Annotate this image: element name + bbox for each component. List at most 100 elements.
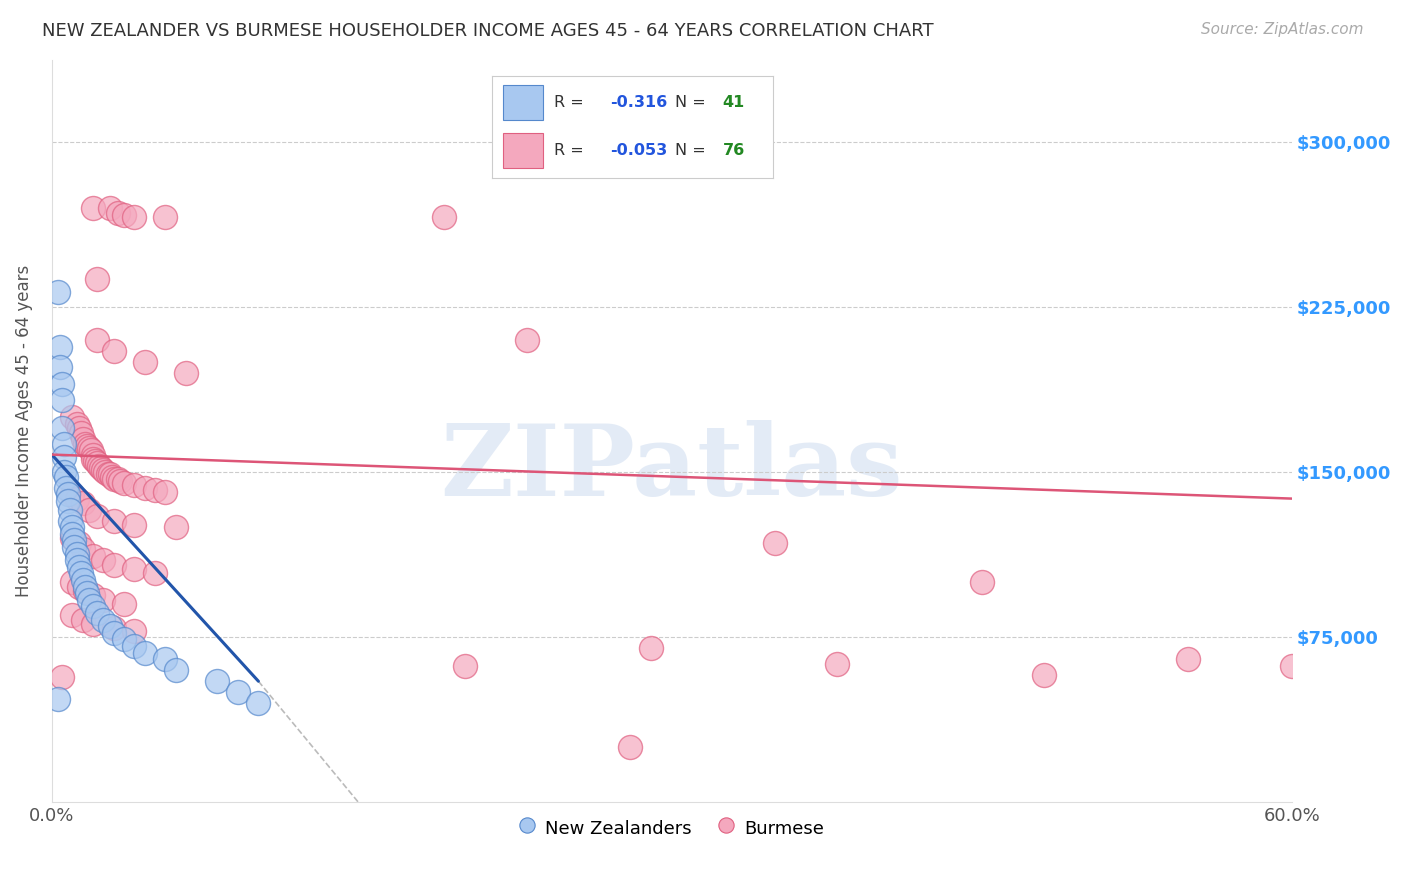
- Point: [93, 553, 115, 567]
- Point: [825, 657, 848, 671]
- Text: ZIPatlas: ZIPatlas: [440, 419, 903, 516]
- Point: [93, 613, 115, 627]
- Point: [55, 481, 77, 495]
- Point: [53, 465, 76, 479]
- Point: [53, 436, 76, 450]
- Text: Source: ZipAtlas.com: Source: ZipAtlas.com: [1201, 22, 1364, 37]
- Point: [82, 589, 104, 603]
- Point: [51, 421, 73, 435]
- Point: [165, 520, 187, 534]
- Point: [98, 467, 121, 482]
- Point: [143, 566, 166, 581]
- Point: [77, 441, 100, 455]
- Point: [247, 696, 270, 710]
- Point: [67, 559, 90, 574]
- Point: [69, 566, 91, 581]
- Point: [62, 608, 84, 623]
- Point: [63, 540, 86, 554]
- Point: [80, 443, 103, 458]
- Point: [1032, 667, 1054, 681]
- Point: [58, 493, 80, 508]
- Point: [124, 624, 146, 638]
- Point: [72, 496, 94, 510]
- Point: [73, 584, 96, 599]
- Point: [93, 463, 115, 477]
- Text: 76: 76: [723, 144, 745, 158]
- Point: [72, 573, 94, 587]
- Point: [82, 549, 104, 563]
- Point: [46, 285, 69, 299]
- Point: [76, 586, 98, 600]
- Point: [619, 740, 641, 755]
- Point: [100, 469, 122, 483]
- Point: [51, 377, 73, 392]
- Point: [58, 487, 80, 501]
- Point: [640, 641, 662, 656]
- Text: N =: N =: [675, 144, 711, 158]
- Text: -0.053: -0.053: [610, 144, 668, 158]
- Point: [86, 509, 108, 524]
- Text: NEW ZEALANDER VS BURMESE HOUSEHOLDER INCOME AGES 45 - 64 YEARS CORRELATION CHART: NEW ZEALANDER VS BURMESE HOUSEHOLDER INC…: [42, 22, 934, 40]
- Point: [174, 366, 197, 380]
- Point: [65, 491, 87, 506]
- Point: [107, 472, 129, 486]
- Point: [205, 674, 228, 689]
- Legend: New Zealanders, Burmese: New Zealanders, Burmese: [512, 810, 831, 846]
- Point: [103, 558, 125, 572]
- Point: [59, 514, 82, 528]
- Point: [89, 458, 111, 473]
- Point: [108, 474, 131, 488]
- Point: [69, 425, 91, 440]
- Point: [124, 639, 146, 653]
- Text: R =: R =: [554, 144, 589, 158]
- Point: [103, 472, 125, 486]
- Point: [433, 210, 456, 224]
- Point: [970, 575, 993, 590]
- Point: [112, 208, 135, 222]
- Point: [62, 520, 84, 534]
- Point: [51, 392, 73, 407]
- Point: [454, 658, 477, 673]
- Point: [134, 481, 156, 495]
- Point: [72, 542, 94, 557]
- Point: [1281, 658, 1303, 673]
- Point: [143, 483, 166, 497]
- Point: [112, 597, 135, 611]
- Point: [82, 448, 104, 462]
- Text: R =: R =: [554, 95, 589, 110]
- Point: [46, 691, 69, 706]
- Point: [103, 344, 125, 359]
- Point: [96, 467, 118, 482]
- Point: [763, 535, 786, 549]
- Point: [59, 502, 82, 516]
- Point: [49, 340, 72, 354]
- Point: [73, 580, 96, 594]
- Point: [77, 592, 100, 607]
- Point: [62, 526, 84, 541]
- Point: [107, 205, 129, 219]
- Point: [67, 421, 90, 435]
- Point: [86, 456, 108, 470]
- Point: [82, 599, 104, 614]
- Point: [82, 201, 104, 215]
- Bar: [503, 133, 543, 168]
- Point: [155, 652, 177, 666]
- Point: [82, 617, 104, 632]
- Point: [98, 201, 121, 215]
- Point: [49, 359, 72, 374]
- Point: [124, 518, 146, 533]
- Point: [63, 533, 86, 548]
- Point: [98, 619, 121, 633]
- Point: [112, 476, 135, 491]
- Point: [84, 454, 107, 468]
- Point: [65, 547, 87, 561]
- Point: [72, 432, 94, 446]
- Point: [65, 553, 87, 567]
- Text: N =: N =: [675, 95, 711, 110]
- Point: [516, 333, 538, 347]
- Point: [62, 575, 84, 590]
- Point: [55, 469, 77, 483]
- Point: [103, 514, 125, 528]
- Y-axis label: Householder Income Ages 45 - 64 years: Householder Income Ages 45 - 64 years: [15, 265, 32, 597]
- Point: [73, 436, 96, 450]
